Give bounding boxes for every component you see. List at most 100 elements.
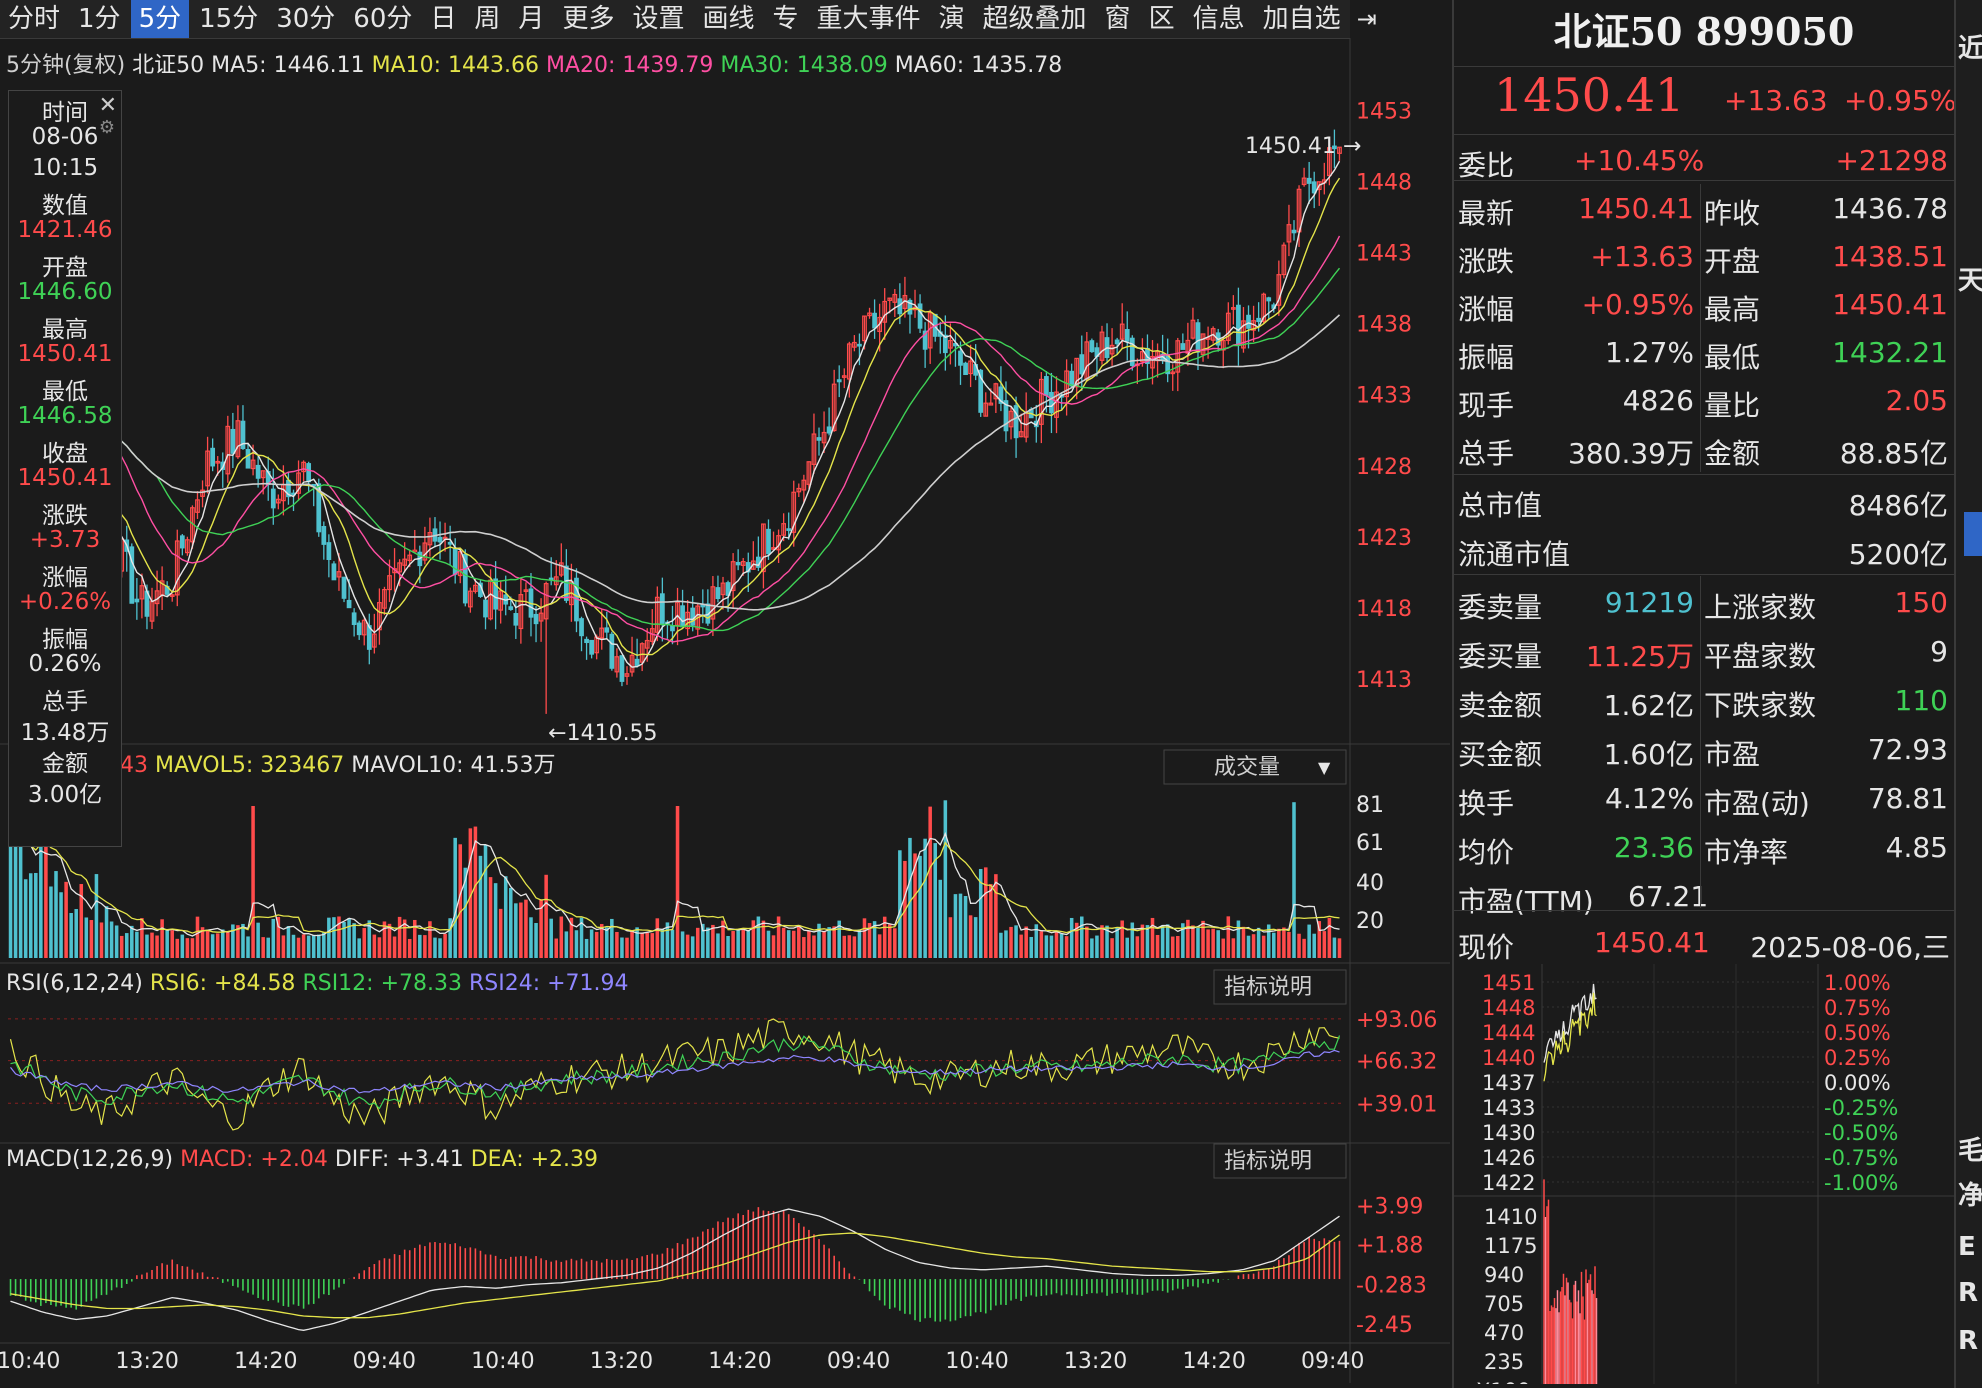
info-label: 时间: [42, 100, 88, 126]
toolbar-item-13[interactable]: 重大事件: [816, 4, 921, 34]
toolbar-item-3[interactable]: 15分: [199, 4, 259, 34]
volume-bar: [311, 934, 316, 958]
toolbar-item-15[interactable]: 超级叠加: [982, 4, 1087, 34]
quote-label: 开盘: [1704, 245, 1761, 278]
candle-body: [710, 586, 716, 620]
volume-bar: [882, 916, 887, 958]
main-legend-item: MA10: 1443.66: [372, 53, 546, 78]
mini-pct-tick: 0.75%: [1824, 996, 1891, 1020]
volume-bar: [635, 927, 639, 958]
quote-value: +13.63: [1590, 240, 1694, 273]
side-strip-tab[interactable]: [1964, 512, 1982, 556]
volume-bar: [94, 874, 99, 958]
candle-body: [1236, 304, 1241, 346]
toolbar-item-12[interactable]: 专: [772, 4, 799, 34]
price-tick-label: 1423: [1356, 526, 1412, 551]
toolbar-item-5[interactable]: 60分: [353, 4, 413, 34]
volume-bar: [18, 821, 23, 958]
candle-body: [255, 464, 261, 479]
time-tick-label: 10:40: [471, 1349, 534, 1374]
candle-body: [387, 575, 392, 591]
candle-body: [836, 379, 842, 383]
volume-bar: [266, 937, 270, 958]
price-tick-label: 1443: [1356, 242, 1412, 267]
price-tick-label: 1428: [1356, 455, 1412, 480]
toolbar-item-14[interactable]: 演: [938, 4, 965, 34]
volume-bar: [448, 918, 452, 958]
volume-bar: [428, 921, 432, 958]
macd-diff-line: [10, 1208, 1340, 1331]
toolbar-item-7[interactable]: 周: [474, 4, 501, 34]
candle-body: [872, 312, 877, 329]
candle-body: [1276, 274, 1282, 306]
volume-bar: [34, 872, 38, 958]
exit-arrow-icon[interactable]: ⇥: [1356, 5, 1377, 33]
candle-body: [922, 330, 928, 350]
volume-bar: [1034, 924, 1039, 958]
volume-bar: [918, 855, 922, 958]
volume-bar: [362, 928, 367, 958]
volume-bar: [124, 933, 129, 958]
volume-bar: [615, 931, 619, 958]
toolbar-item-11[interactable]: 画线: [702, 4, 755, 34]
toolbar-item-19[interactable]: 加自选: [1262, 4, 1341, 34]
toolbar-item-6[interactable]: 日: [430, 4, 457, 34]
weibi-row: 委比 +10.45% +21298: [1454, 136, 1954, 184]
macd-help-button[interactable]: 指标说明: [1213, 1143, 1347, 1179]
mini-pct-tick: -1.00%: [1824, 1171, 1898, 1195]
toolbar-item-10[interactable]: 设置: [632, 4, 685, 34]
toolbar-item-18[interactable]: 信息: [1192, 4, 1245, 34]
toolbar-item-1[interactable]: 1分: [78, 4, 121, 34]
volume-bar: [1272, 932, 1276, 958]
info-value: 1450.41: [17, 465, 113, 491]
toolbar-item-2[interactable]: 5分: [130, 0, 190, 38]
candle-body: [1200, 333, 1206, 356]
volume-bar: [145, 934, 149, 958]
candle-body: [1306, 177, 1312, 184]
info-label: 数值: [42, 193, 88, 219]
gear-icon[interactable]: ⚙: [98, 117, 115, 138]
now-row: 现价 1450.41 2025-08-06,三: [1454, 918, 1954, 966]
candle-body: [1079, 354, 1085, 375]
volume-bar: [1231, 938, 1236, 958]
candle-body: [316, 483, 322, 533]
candle-body: [1018, 431, 1024, 438]
volume-bar: [1201, 920, 1205, 958]
candle-body: [240, 420, 246, 450]
quote-value: 72.93: [1867, 733, 1948, 766]
volume-bar: [306, 935, 311, 958]
volume-selector[interactable]: 成交量 ▼: [1163, 749, 1347, 785]
toolbar-item-8[interactable]: 月: [518, 4, 545, 34]
toolbar-item-17[interactable]: 区: [1148, 4, 1175, 34]
volume-bar: [675, 806, 680, 958]
time-tick-label: 14:20: [1182, 1349, 1245, 1374]
candle-body: [1281, 244, 1287, 276]
volume-bar: [625, 937, 629, 958]
volume-bar: [1206, 929, 1210, 958]
price-change-pct: +0.95%: [1844, 84, 1957, 117]
candle-body: [846, 343, 852, 380]
mini-avg-line: [1543, 992, 1597, 1082]
volume-bar: [1181, 923, 1185, 958]
volume-bar: [1236, 920, 1241, 958]
candle-body: [1013, 405, 1019, 439]
volume-bar: [559, 916, 564, 958]
toolbar-item-0[interactable]: 分时: [8, 4, 61, 34]
volume-bar: [109, 921, 114, 958]
chart-canvas[interactable]: 5分钟(复权) 北证50 MA5: 1446.11 MA10: 1443.66 …: [0, 38, 1452, 1388]
toolbar-item-16[interactable]: 窗: [1104, 4, 1131, 34]
price-tick-label: 1448: [1356, 171, 1412, 196]
info-value: 13.48万: [20, 720, 110, 746]
toolbar-item-9[interactable]: 更多: [562, 4, 615, 34]
divider: [1454, 134, 1954, 135]
close-icon[interactable]: ✕: [98, 93, 117, 118]
volume-bar: [498, 908, 503, 958]
price-tick-label: 1413: [1356, 668, 1412, 693]
volume-bar: [544, 874, 548, 958]
quote-value: 4.12%: [1605, 782, 1694, 815]
candle-body: [1069, 370, 1075, 387]
rsi-help-button[interactable]: 指标说明: [1213, 969, 1347, 1005]
toolbar-item-4[interactable]: 30分: [276, 4, 336, 34]
volume-bar: [104, 906, 109, 958]
